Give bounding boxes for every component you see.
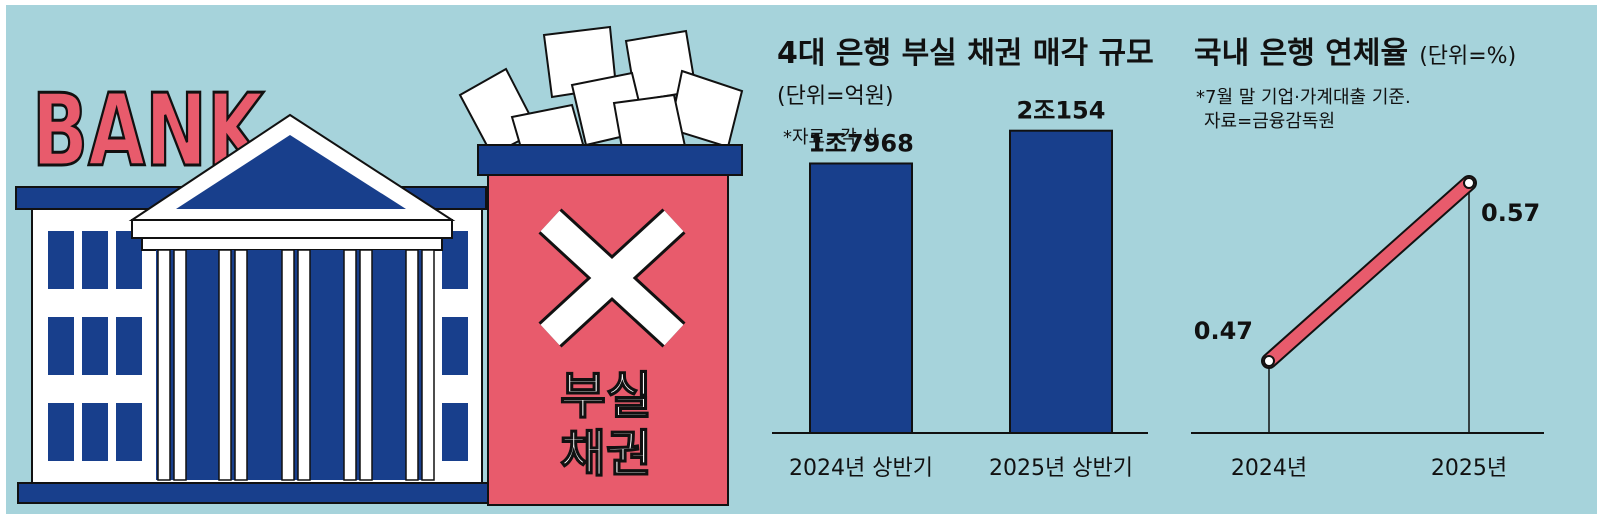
point-value-label: 0.47: [1194, 317, 1253, 345]
bad-debt-box: 부실 채권: [477, 144, 743, 506]
data-point: [1463, 177, 1475, 189]
bank-building-icon: BANK: [15, 71, 489, 504]
bar-category-label: 2024년 상반기: [789, 456, 933, 481]
bar-chart-unit: (단위=억원): [777, 84, 894, 109]
bar-chart-title: 4대 은행 부실 채권 매각 규모: [777, 36, 1154, 71]
line-chart-unit: (단위=%): [1419, 44, 1516, 69]
series-line: [1263, 177, 1475, 367]
bar-value-label: 1조7968: [808, 129, 914, 157]
bar: [809, 162, 913, 434]
bar: [1009, 129, 1113, 434]
x-tick-label: 2024년: [1231, 456, 1307, 481]
infographic: BANK: [6, 5, 1597, 514]
line-chart-title: 국내 은행 연체율 (단위=%): [1194, 36, 1516, 71]
bar-chart: 4대 은행 부실 채권 매각 규모 (단위=억원) *자료=각 사 1조7968…: [772, 36, 1154, 481]
bar-category-label: 2025년 상반기: [989, 456, 1133, 481]
box-label-line2: 채권: [560, 425, 652, 483]
data-point: [1263, 355, 1275, 367]
line-chart-title-main: 국내 은행 연체율: [1194, 36, 1408, 71]
bar-value-label: 2조154: [1017, 97, 1106, 125]
line-chart-note: *7월 말 기업·가계대출 기준.: [1196, 87, 1411, 108]
bar-chart-source: *자료=각 사: [783, 127, 879, 148]
bank-sign: BANK: [32, 72, 267, 189]
box-label-line1: 부실: [560, 367, 652, 425]
paper-sheet-icon: [458, 25, 744, 167]
x-tick-label: 2025년: [1431, 456, 1507, 481]
point-value-label: 0.57: [1481, 199, 1540, 227]
line-chart: 국내 은행 연체율 (단위=%) *7월 말 기업·가계대출 기준. 자료=금융…: [1191, 36, 1544, 481]
cross-x-icon: [538, 208, 686, 348]
line-chart-source: 자료=금융감독원: [1204, 111, 1335, 132]
